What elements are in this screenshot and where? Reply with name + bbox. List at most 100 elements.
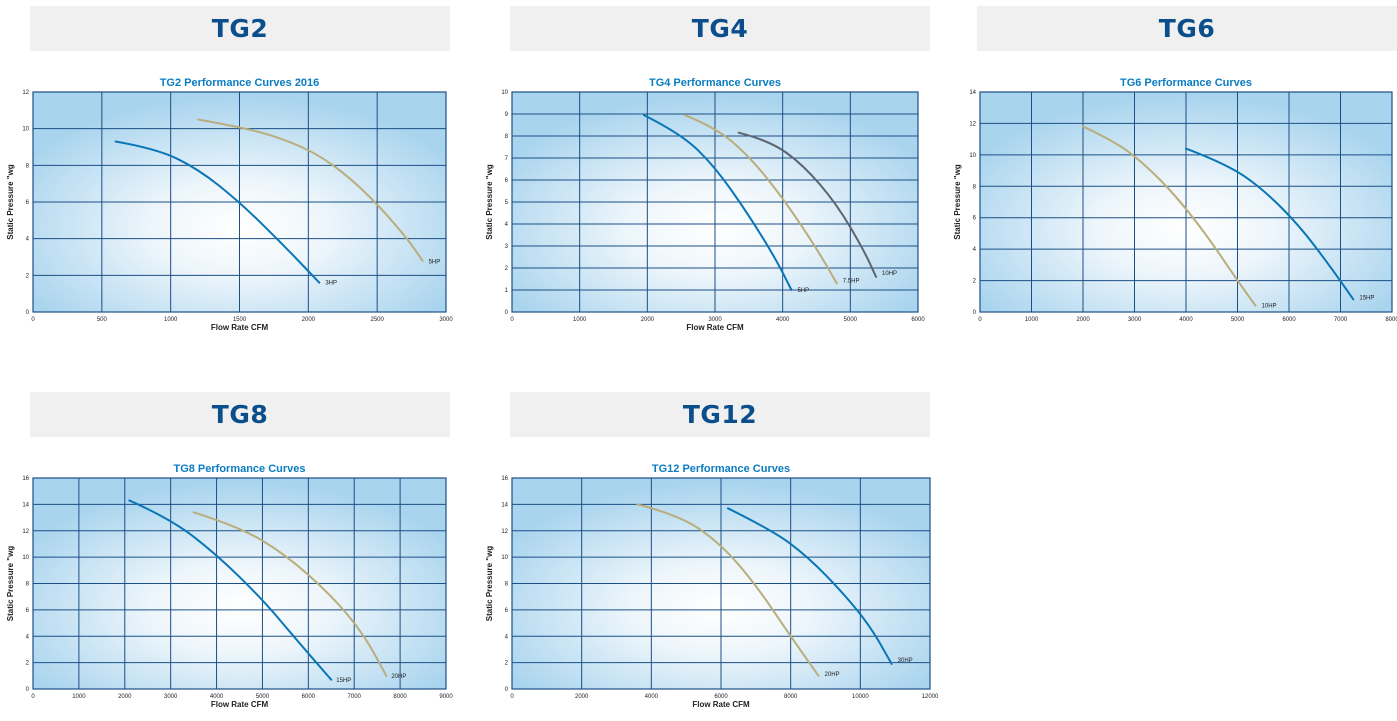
x-tick-label: 4000 [776,317,790,323]
y-tick-label: 8 [505,582,509,588]
x-tick-label: 9000 [439,694,453,700]
x-tick-label: 1000 [1025,317,1039,323]
y-tick-label: 2 [26,661,30,667]
performance-chart: 0 1000 2000 3000 4000 5000 6000 7000 8000 0 2 4 6 8 10… [953,77,1397,323]
x-tick-label: 8000 [1385,317,1397,323]
y-tick-label: 7 [505,156,509,162]
model-banner-label: TG8 [211,400,269,429]
x-tick-label: 2000 [575,694,589,700]
x-tick-label: 6000 [1282,317,1296,323]
performance-chart: 0 1000 2000 3000 4000 5000 6000 7000 8000 9000 0 2 4… [6,463,453,709]
y-tick-label: 0 [505,310,509,316]
y-tick-label: 2 [973,279,977,285]
y-tick-label: 2 [505,266,509,272]
x-tick-label: 2000 [641,317,655,323]
x-tick-label: 2000 [1076,317,1090,323]
series-label: 15HP [1359,295,1374,301]
model-banner: TG12 [510,392,930,437]
y-tick-label: 8 [505,134,509,140]
y-tick-label: 6 [26,608,30,614]
x-tick-label: 2000 [302,317,316,323]
x-tick-label: 1000 [164,317,178,323]
y-tick-label: 1 [505,288,509,294]
series-label: 15HP [336,678,351,684]
series-line-3hp [114,140,321,284]
y-axis-label: Static Pressure "wg [6,546,15,621]
x-axis-label: Flow Rate CFM [211,323,269,332]
y-tick-label: 10 [22,127,29,133]
y-tick-label: 6 [26,200,30,206]
series-label: 7.5HP [843,278,860,284]
x-tick-label: 3000 [1128,317,1142,323]
y-tick-label: 9 [505,112,509,118]
y-tick-label: 4 [505,222,509,228]
y-axis-label: Static Pressure "wg [485,164,494,239]
series-label: 10HP [882,271,897,277]
x-tick-label: 4000 [645,694,659,700]
y-tick-label: 0 [505,687,509,693]
y-tick-label: 16 [501,476,508,482]
x-tick-label: 3000 [708,317,722,323]
performance-chart: 0 1000 2000 3000 4000 5000 6000 0 1 2 3 4 5 6 7 8 9 10 TG4… [485,77,925,332]
series-line-15hp [128,499,333,681]
series-label: 10HP [1262,304,1277,310]
y-tick-label: 10 [501,555,508,561]
x-tick-label: 3000 [164,694,178,700]
y-tick-label: 0 [973,310,977,316]
y-tick-label: 12 [969,121,976,127]
model-banner: TG4 [510,6,930,51]
x-axis-label: Flow Rate CFM [692,700,750,709]
y-tick-label: 5 [505,200,509,206]
x-tick-label: 5000 [1231,317,1245,323]
x-tick-label: 8000 [393,694,407,700]
series-line-20hp [636,503,820,677]
y-tick-label: 14 [501,502,508,508]
x-tick-label: 1500 [233,317,247,323]
x-tick-label: 7000 [348,694,362,700]
x-tick-label: 5000 [844,317,858,323]
x-tick-label: 0 [31,317,35,323]
series-label: 20HP [391,674,406,680]
x-tick-label: 0 [31,694,35,700]
series-label: 20HP [825,672,840,678]
series-line-5hp [642,114,793,291]
y-tick-label: 4 [973,247,977,253]
y-tick-label: 8 [973,184,977,190]
y-tick-label: 14 [22,502,29,508]
x-tick-label: 0 [510,317,514,323]
x-tick-label: 0 [978,317,982,323]
series-line-10hp [1082,125,1257,307]
y-tick-label: 8 [26,163,30,169]
y-tick-label: 2 [26,273,30,279]
series-label: 5HP [429,260,441,266]
model-banner: TG6 [977,6,1397,51]
x-tick-label: 1000 [72,694,86,700]
chart-title: TG8 Performance Curves [173,463,305,475]
model-banner: TG2 [30,6,450,51]
y-axis-label: Static Pressure "wg [6,164,15,239]
series-line-20hp [192,511,388,677]
x-tick-label: 2000 [118,694,132,700]
y-tick-label: 0 [26,310,30,316]
y-tick-label: 12 [22,529,29,535]
chart-title: TG2 Performance Curves 2016 [160,77,320,89]
y-tick-label: 4 [26,237,30,243]
y-tick-label: 12 [501,529,508,535]
x-tick-label: 5000 [256,694,270,700]
y-tick-label: 10 [22,555,29,561]
x-tick-label: 6000 [911,317,925,323]
model-banner: TG8 [30,392,450,437]
chart-title: TG6 Performance Curves [1120,77,1252,89]
chart-title: TG4 Performance Curves [649,77,781,89]
series-line-5hp [197,118,424,262]
x-tick-label: 500 [97,317,108,323]
model-banner-label: TG4 [691,14,749,43]
series-label: 5HP [797,288,809,294]
series-line-15hp [1185,147,1355,301]
x-tick-label: 2500 [370,317,384,323]
chart-title: TG12 Performance Curves [652,463,790,475]
performance-chart: 0 2000 4000 6000 8000 10000 12000 0 2 4 6 8 10 12 14 16… [485,463,939,709]
y-tick-label: 3 [505,244,509,250]
x-tick-label: 3000 [439,317,453,323]
x-tick-label: 4000 [210,694,224,700]
